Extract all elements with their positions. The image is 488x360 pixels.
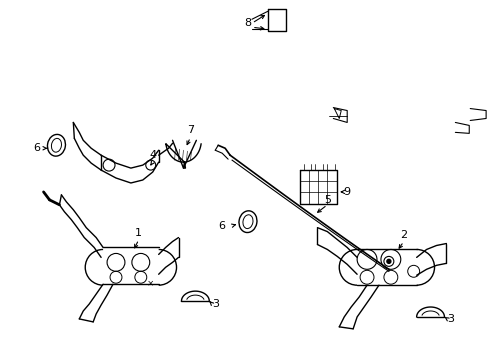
Text: 5: 5 — [323, 195, 330, 205]
Text: 3: 3 — [446, 314, 453, 324]
Text: 6: 6 — [33, 143, 40, 153]
Text: 8: 8 — [244, 18, 251, 28]
Text: 4: 4 — [149, 150, 156, 160]
Text: 7: 7 — [186, 125, 194, 135]
Text: 9: 9 — [343, 187, 350, 197]
Text: 2: 2 — [399, 230, 407, 239]
Text: 3: 3 — [211, 299, 218, 309]
Text: 6: 6 — [218, 221, 225, 231]
Circle shape — [386, 260, 390, 264]
Text: 1: 1 — [135, 228, 142, 238]
